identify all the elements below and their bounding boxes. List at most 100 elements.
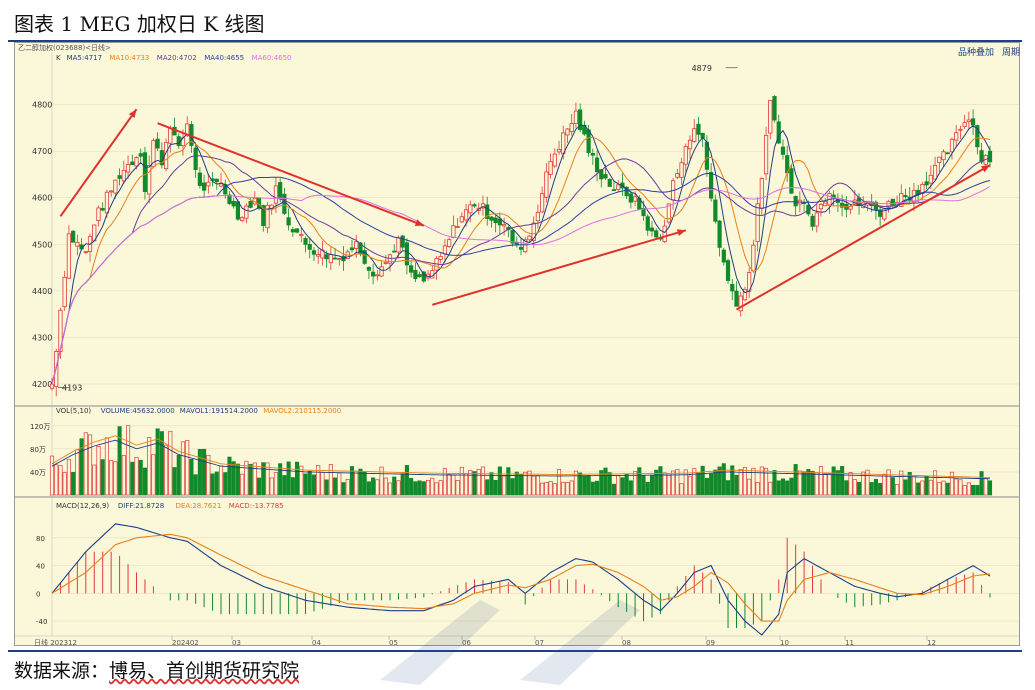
- macd-legend-item: MACD(12,26,9): [56, 502, 109, 510]
- volume-bar: [248, 463, 253, 496]
- volume-bar: [354, 470, 359, 496]
- volume-bar: [485, 479, 490, 496]
- candle-up: [66, 233, 72, 279]
- volume-bar: [349, 466, 355, 496]
- candle-down: [303, 238, 308, 245]
- candle-up: [62, 276, 67, 308]
- price-tick-label: 4700: [32, 147, 52, 156]
- volume-bar: [383, 477, 388, 496]
- volume-bar: [290, 477, 295, 496]
- candle-up: [354, 241, 359, 249]
- volume-bar: [235, 463, 240, 496]
- candle-down: [594, 157, 600, 173]
- footer-divider: [8, 650, 1022, 652]
- volume-bar: [480, 466, 486, 496]
- volume-bar: [949, 471, 955, 496]
- volume-bar: [649, 475, 655, 496]
- candle-down: [945, 152, 950, 155]
- volume-bar: [58, 465, 63, 496]
- candle-up: [379, 266, 384, 277]
- candle-up: [134, 157, 139, 167]
- candle-up: [941, 151, 946, 161]
- candle-down: [286, 217, 291, 226]
- volume-bar: [464, 473, 469, 496]
- macd-tick-label: 0: [36, 590, 40, 598]
- candle-up: [83, 251, 88, 253]
- volume-bar: [256, 477, 262, 496]
- annotation-label: 4193: [62, 383, 82, 392]
- volume-bar: [265, 462, 270, 496]
- volume-bar: [71, 472, 76, 496]
- candle-down: [248, 201, 253, 208]
- volume-bar: [603, 467, 608, 496]
- overlay-button[interactable]: 品种叠加: [958, 48, 995, 58]
- volume-bar: [193, 474, 198, 496]
- volume-bar: [937, 481, 942, 496]
- volume-bar: [899, 470, 904, 496]
- candle-down: [282, 193, 287, 214]
- candle-down: [510, 229, 515, 244]
- ma5-line: [51, 124, 991, 385]
- volume-bar: [628, 480, 633, 496]
- volume-bar: [671, 470, 676, 496]
- volume-bar: [742, 467, 747, 496]
- candle-up: [556, 149, 562, 153]
- volume-bar: [573, 470, 578, 496]
- candle-up: [768, 99, 773, 134]
- volume-bar: [502, 475, 507, 496]
- volume-bar: [616, 475, 621, 496]
- candle-down: [717, 220, 722, 248]
- volume-bar: [599, 470, 604, 496]
- candle-up: [814, 212, 819, 227]
- volume-bar: [497, 466, 502, 496]
- volume-bar: [134, 456, 139, 496]
- volume-bar: [240, 473, 245, 496]
- volume-bar: [286, 461, 291, 496]
- candle-up: [742, 289, 748, 301]
- volume-bar: [307, 470, 312, 496]
- volume-bar: [109, 460, 114, 496]
- volume-bar: [345, 479, 350, 496]
- candle-down: [130, 161, 135, 166]
- volume-bar: [282, 475, 287, 496]
- candle-up: [451, 225, 456, 238]
- candle-down: [721, 249, 726, 263]
- candle-up: [573, 110, 579, 125]
- volume-bar: [924, 475, 929, 496]
- period-button[interactable]: 周期: [1002, 48, 1021, 58]
- candle-down: [603, 174, 608, 179]
- volume-bar: [709, 473, 714, 496]
- macd-tick-label: 80: [36, 535, 45, 543]
- volume-bar: [358, 468, 363, 496]
- volume-bar: [827, 473, 832, 496]
- volume-bar: [506, 467, 511, 496]
- volume-bar: [941, 480, 946, 496]
- candle-down: [362, 250, 367, 264]
- volume-bar: [738, 469, 743, 496]
- candle-up: [455, 226, 460, 228]
- volume-bar: [768, 481, 773, 496]
- candle-down: [193, 147, 198, 170]
- candle-up: [755, 203, 760, 243]
- price-legend-item: MA10:4733: [109, 54, 149, 62]
- candle-down: [71, 230, 76, 243]
- volume-bar: [531, 475, 536, 496]
- candle-down: [730, 283, 735, 292]
- candle-up: [299, 233, 304, 236]
- volume-bar: [172, 467, 177, 496]
- volume-bar: [954, 478, 959, 496]
- volume-bar: [785, 480, 790, 496]
- candle-down: [142, 152, 148, 192]
- candle-up: [459, 216, 464, 223]
- chart-title: 图表 1 MEG 加权日 K 线图: [14, 12, 265, 36]
- candle-down: [789, 168, 794, 194]
- volume-bar: [299, 465, 304, 496]
- ma20-line: [51, 155, 991, 385]
- candle-down: [840, 202, 845, 208]
- watermark-logo: [380, 600, 640, 685]
- volume-bar: [556, 469, 562, 496]
- candle-down: [810, 215, 815, 227]
- candle-up: [675, 173, 680, 178]
- volume-bar: [185, 440, 190, 496]
